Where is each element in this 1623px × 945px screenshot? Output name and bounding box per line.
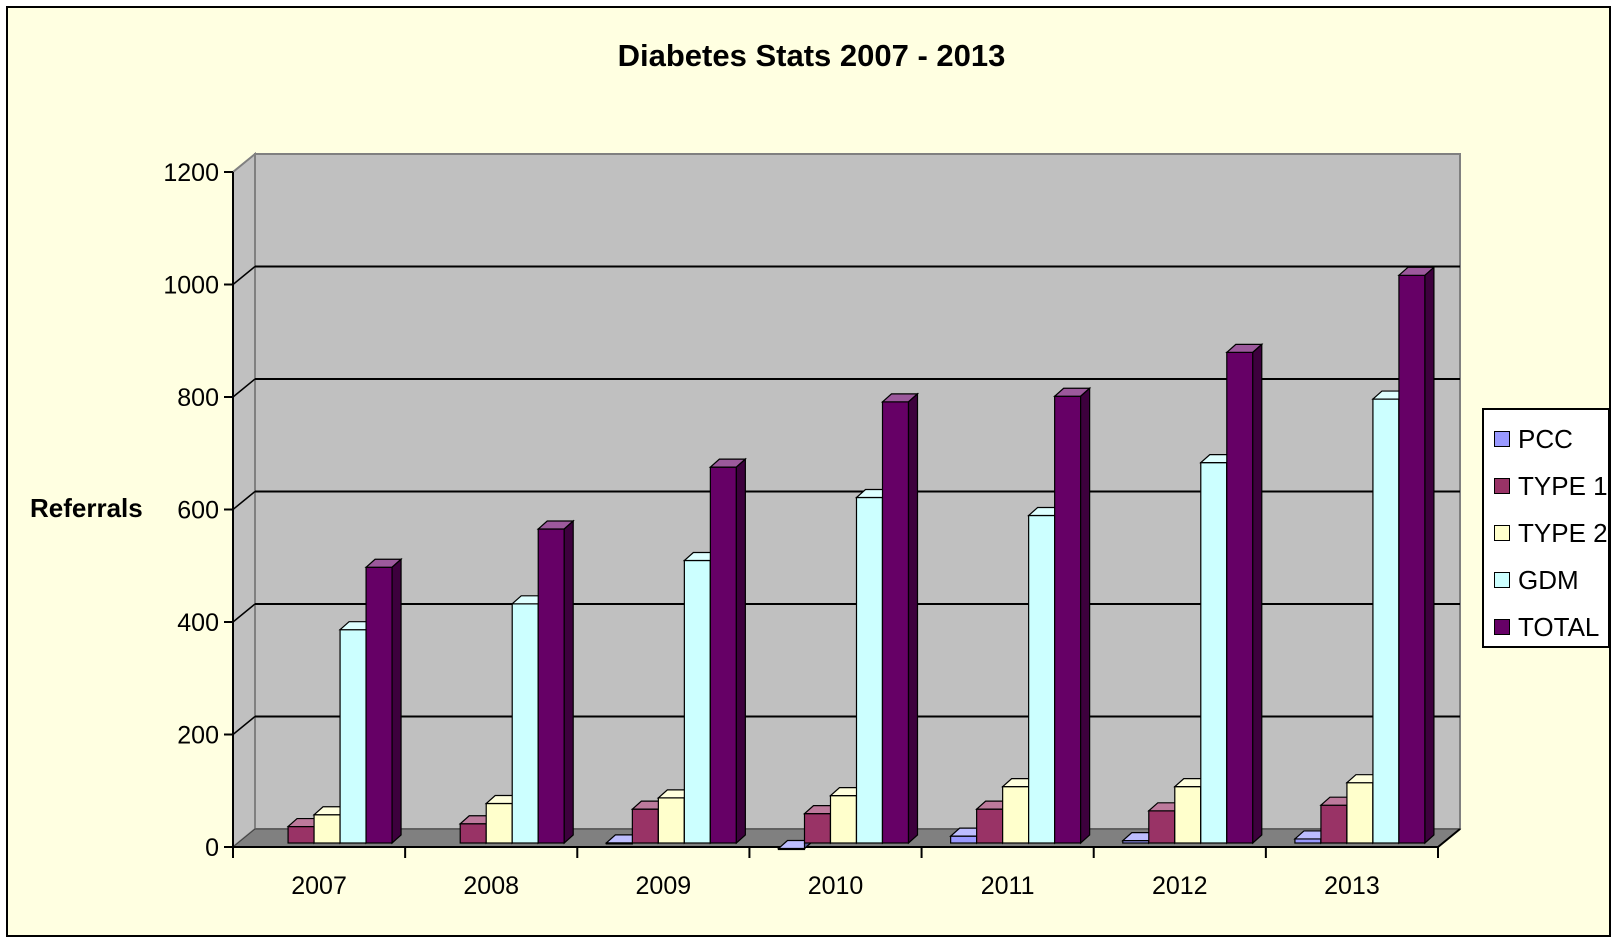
y-tick-label: 800 xyxy=(177,384,219,412)
legend-label: PCC xyxy=(1518,423,1573,454)
bars xyxy=(286,265,1436,851)
x-tick-label: 2009 xyxy=(636,872,692,900)
bar-front xyxy=(313,814,341,844)
bar-total-2011 xyxy=(1053,386,1092,845)
x-tick-label: 2013 xyxy=(1324,872,1380,900)
gridline-side xyxy=(232,265,256,286)
x-tick-label: 2012 xyxy=(1152,872,1208,900)
bar-side xyxy=(1252,343,1263,845)
bar-front xyxy=(287,825,315,844)
legend-swatch xyxy=(1494,572,1510,588)
legend-swatch xyxy=(1494,619,1510,635)
legend-label: GDM xyxy=(1518,564,1579,595)
bar-front xyxy=(855,496,884,844)
bar-front xyxy=(537,528,565,844)
bar-front xyxy=(1346,782,1374,844)
y-tick-label: 0 xyxy=(205,834,219,862)
axes xyxy=(224,171,1461,858)
bar-front xyxy=(1002,786,1030,844)
legend: PCC TYPE 1 TYPE 2 GDM TOTAL xyxy=(1482,408,1610,648)
bar-side xyxy=(1424,265,1435,845)
floor-edge xyxy=(1437,828,1461,848)
legend-item-gdm: GDM xyxy=(1494,565,1579,595)
bar-side xyxy=(391,557,402,845)
y-tick-label: 1200 xyxy=(163,159,219,187)
bar-front xyxy=(1320,804,1348,844)
legend-label: TOTAL xyxy=(1518,611,1600,642)
bar-front xyxy=(881,401,910,844)
bar-front xyxy=(365,566,393,844)
gridline-side xyxy=(232,715,256,736)
chart-title: Diabetes Stats 2007 - 2013 xyxy=(617,38,1006,73)
bar-total-2013 xyxy=(1397,265,1436,845)
x-tick-label: 2010 xyxy=(808,872,864,900)
y-tick-label: 200 xyxy=(177,722,219,750)
bar-front xyxy=(657,797,685,844)
bar-front xyxy=(1372,398,1400,844)
bar-front xyxy=(1294,838,1322,844)
legend-swatch xyxy=(1494,478,1510,494)
gridline-side xyxy=(232,490,256,511)
legend-swatch xyxy=(1494,431,1510,447)
bar-total-2012 xyxy=(1225,343,1264,845)
y-axis-label: Referrals xyxy=(30,493,143,523)
bar-front xyxy=(459,823,487,844)
gridline-side xyxy=(232,378,256,398)
bar-front xyxy=(976,808,1004,844)
y-tick-labels: 0 200 400 600 800 1000 1200 xyxy=(163,159,219,862)
bar-total-2010 xyxy=(880,392,920,845)
bar-front xyxy=(1174,786,1202,844)
bar-front xyxy=(1200,462,1228,844)
bar-front xyxy=(511,603,539,844)
y-tick-label: 1000 xyxy=(163,272,219,300)
plot-walls xyxy=(231,151,1462,850)
bar-front xyxy=(631,808,659,844)
legend-swatch xyxy=(1494,525,1510,541)
bar-front xyxy=(829,795,858,844)
legend-item-total: TOTAL xyxy=(1494,612,1599,642)
y-tick-label: 600 xyxy=(177,497,219,525)
bar-front xyxy=(950,835,978,844)
bar-side xyxy=(735,457,746,845)
legend-label: TYPE 2 xyxy=(1518,517,1608,548)
bar-side xyxy=(563,519,574,845)
legend-label: TYPE 1 xyxy=(1518,470,1608,501)
bar-front xyxy=(683,559,711,844)
bar-front xyxy=(485,802,513,844)
bar-side xyxy=(1080,386,1091,845)
legend-item-pcc: PCC xyxy=(1494,424,1573,454)
x-tick-label: 2011 xyxy=(981,872,1035,900)
legend-item-type-1: TYPE 1 xyxy=(1494,471,1608,501)
bar-front xyxy=(1398,274,1426,844)
x-tick-label: 2007 xyxy=(291,872,347,900)
y-tick-label: 400 xyxy=(177,609,219,637)
bar-front xyxy=(803,813,832,844)
bar-front xyxy=(709,466,737,844)
x-tick-label: 2008 xyxy=(463,872,519,900)
bar-side xyxy=(907,392,919,845)
legend-item-type-2: TYPE 2 xyxy=(1494,518,1608,548)
bar-total-2007 xyxy=(364,557,403,845)
bar-front xyxy=(1054,395,1082,844)
bar-front xyxy=(339,629,367,844)
bar-total-2008 xyxy=(536,519,575,845)
x-tick-labels: 2007 2008 2009 2010 2011 2012 2013 xyxy=(291,872,1379,900)
gridline-side xyxy=(232,603,256,623)
bar-front xyxy=(1226,351,1254,844)
bar-front xyxy=(1028,514,1056,844)
bar-front xyxy=(1148,810,1176,844)
bar-total-2009 xyxy=(708,457,747,845)
